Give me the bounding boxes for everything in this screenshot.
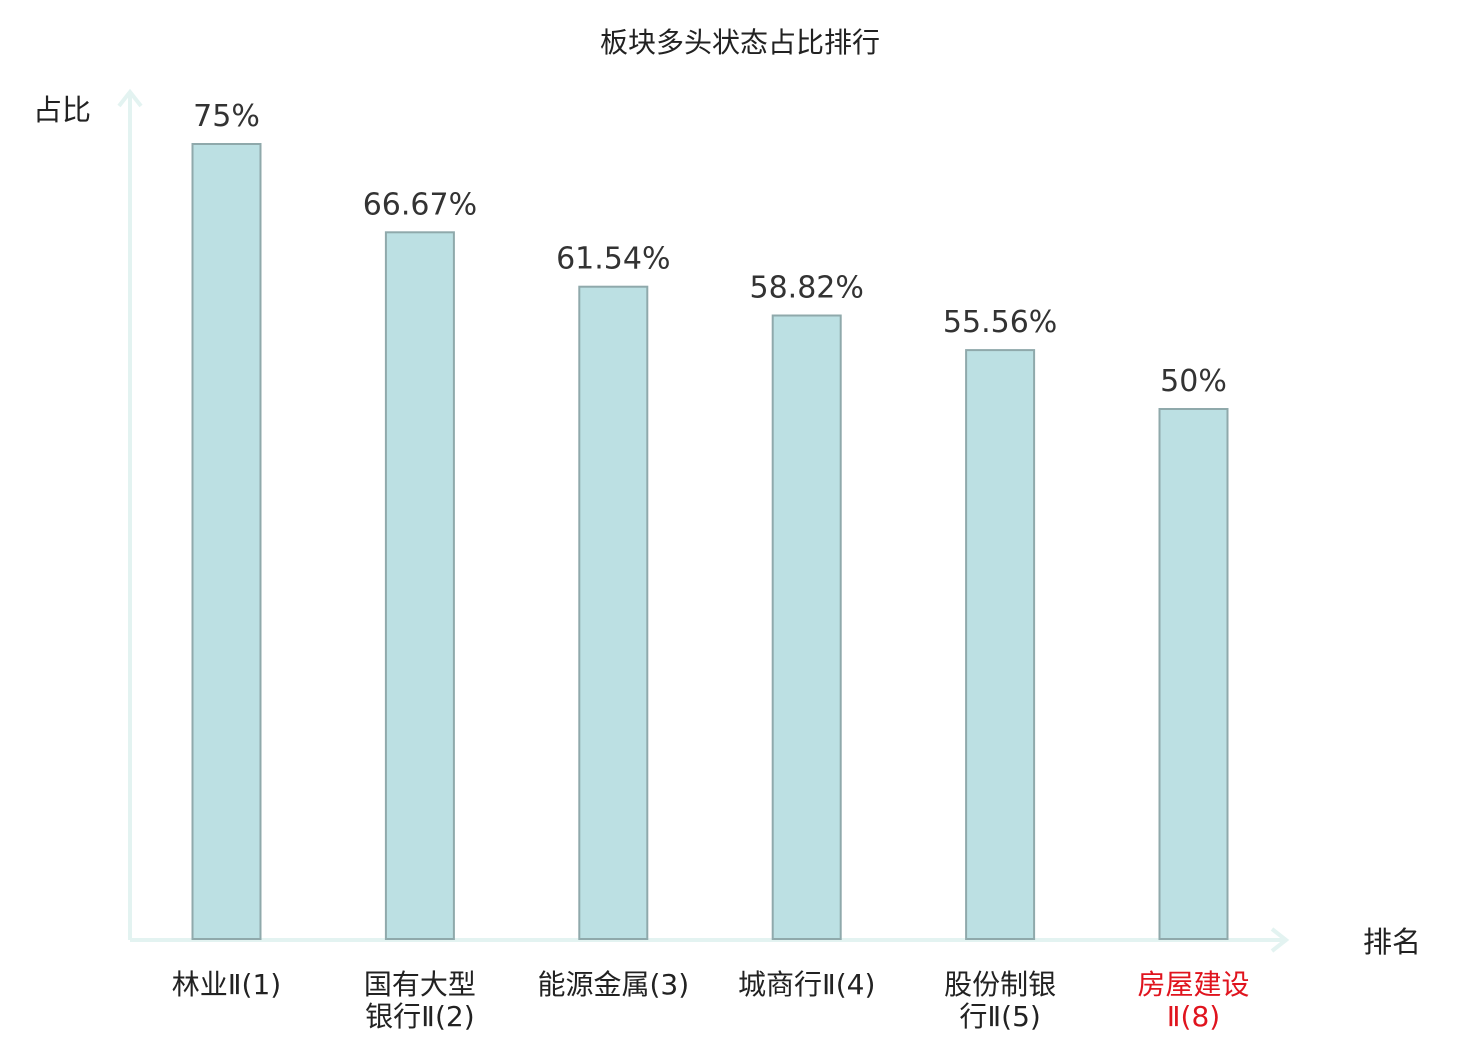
category-tick-label: 行Ⅱ(5) xyxy=(959,1000,1040,1033)
bar xyxy=(578,285,649,940)
category-tick-label: 能源金属(3) xyxy=(537,968,689,1001)
bar xyxy=(771,314,842,940)
category-tick-label: 房屋建设 xyxy=(1137,968,1249,1001)
bar-series xyxy=(191,143,1229,941)
category-tick-label: 林业Ⅱ(1) xyxy=(172,968,281,1001)
y-axis-label: 占比 xyxy=(33,93,91,127)
category-tick-label: 股份制银 xyxy=(944,968,1056,1001)
bar-value-label: 61.54% xyxy=(556,242,670,277)
bar-value-label: 58.82% xyxy=(750,271,864,306)
category-tick-label: 国有大型 xyxy=(364,968,476,1001)
category-tick-label: 城商行Ⅱ(4) xyxy=(738,968,875,1001)
bar-value-label: 55.56% xyxy=(943,305,1057,340)
y-axis-arrow-icon xyxy=(117,88,143,108)
bar-value-label: 75% xyxy=(193,99,260,134)
bar xyxy=(1158,408,1229,940)
bar xyxy=(384,231,455,941)
x-axis-label: 排名 xyxy=(1363,925,1421,959)
chart-title: 板块多头状态占比排行 xyxy=(600,26,880,59)
bar-value-label: 50% xyxy=(1160,364,1227,399)
category-tick-label: Ⅱ(8) xyxy=(1167,1000,1220,1033)
bar xyxy=(965,349,1036,941)
bar-value-label: 66.67% xyxy=(363,187,477,222)
category-tick-label: 银行Ⅱ(2) xyxy=(365,1000,474,1033)
bar xyxy=(191,143,262,940)
x-axis-arrow-icon xyxy=(1270,927,1290,953)
value-labels: 75% 66.67% 61.54% 58.82% 55.56% 50% xyxy=(193,99,1227,399)
